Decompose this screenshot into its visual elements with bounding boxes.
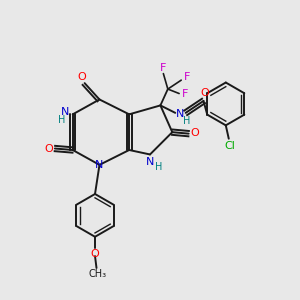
Text: N: N: [61, 107, 69, 117]
Text: O: O: [91, 249, 99, 259]
Text: Cl: Cl: [225, 140, 236, 151]
Text: F: F: [184, 72, 190, 82]
Text: F: F: [182, 88, 188, 98]
Text: N: N: [176, 109, 184, 119]
Text: O: O: [191, 128, 200, 138]
Text: H: H: [154, 162, 162, 172]
Text: F: F: [160, 63, 166, 73]
Text: N: N: [95, 160, 104, 170]
Text: H: H: [184, 116, 191, 126]
Text: N: N: [146, 157, 154, 167]
Text: O: O: [44, 143, 53, 154]
Text: O: O: [201, 88, 209, 98]
Text: CH₃: CH₃: [88, 269, 106, 279]
Text: H: H: [58, 115, 65, 125]
Text: O: O: [77, 72, 86, 82]
